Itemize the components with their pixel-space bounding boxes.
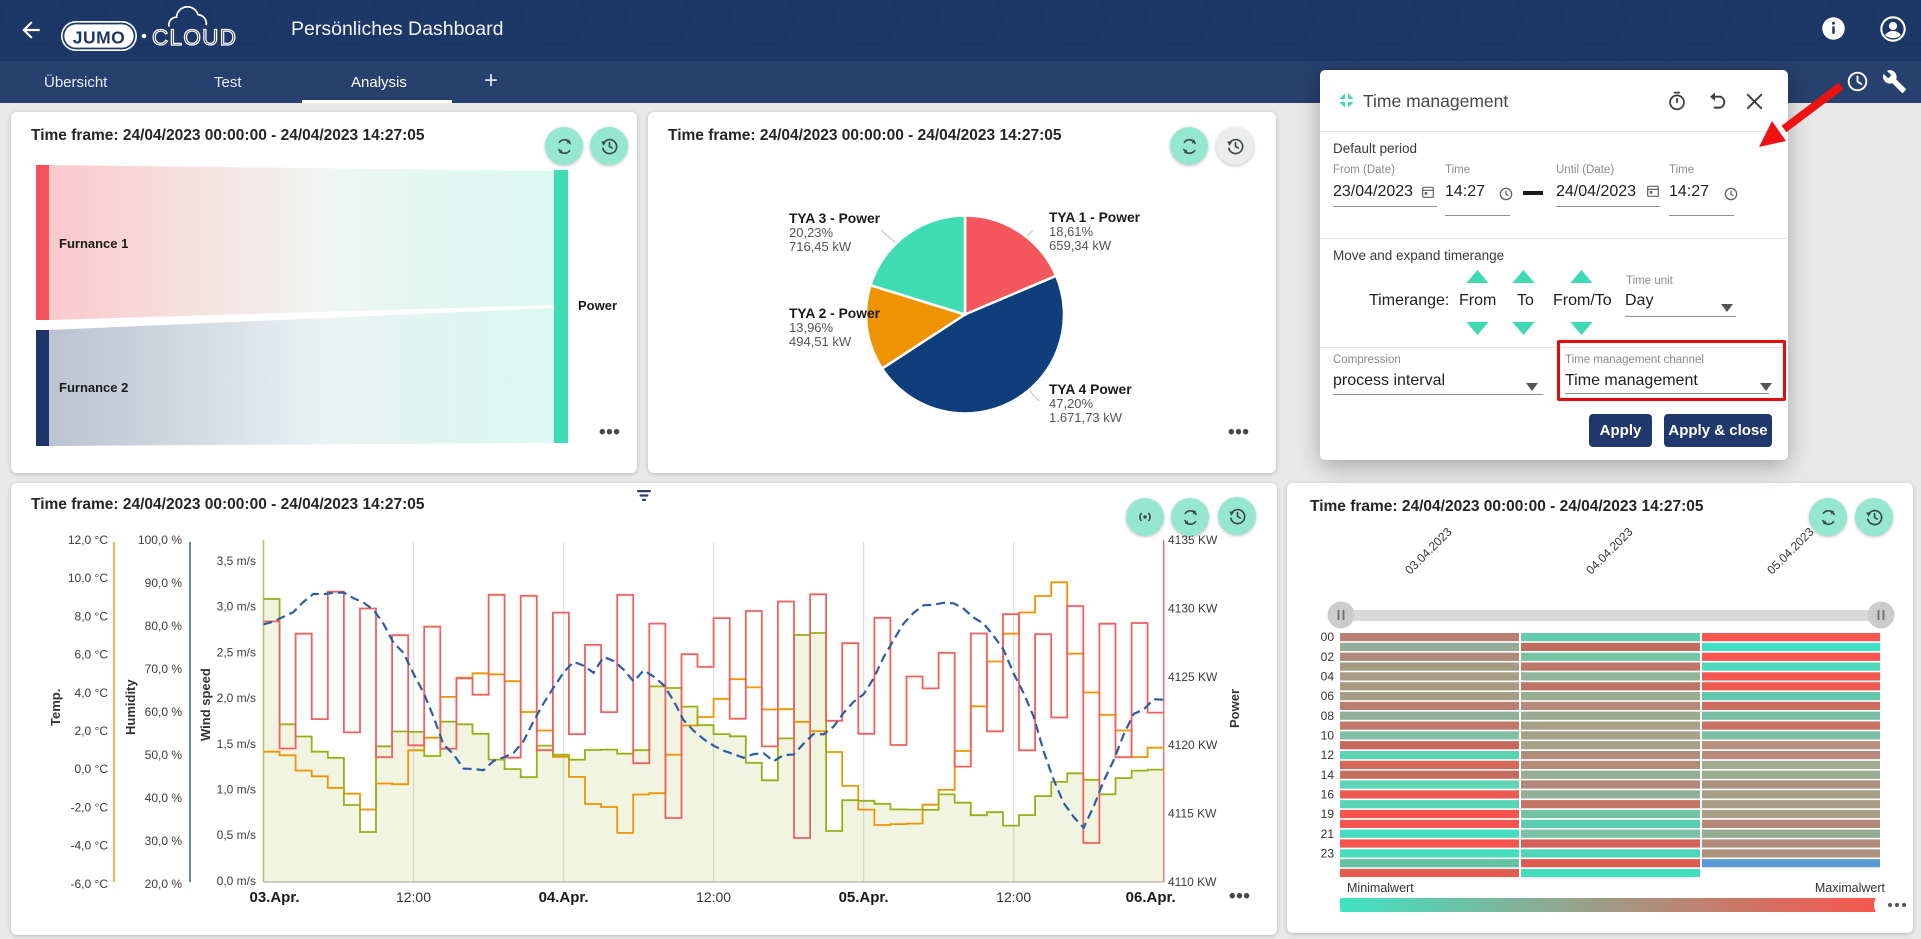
svg-text:12: 12 (1321, 748, 1335, 762)
svg-text:494,51 kW: 494,51 kW (789, 334, 852, 349)
svg-text:16: 16 (1321, 788, 1335, 802)
svg-text:02: 02 (1321, 650, 1335, 664)
svg-text:70,0 %: 70,0 % (145, 662, 183, 676)
svg-text:Maximalwert: Maximalwert (1815, 881, 1886, 895)
svg-text:12:00: 12:00 (396, 889, 431, 905)
svg-text:04: 04 (1321, 670, 1335, 684)
svg-text:TYA 2 - Power: TYA 2 - Power (789, 306, 881, 321)
svg-text:80,0 %: 80,0 % (145, 619, 183, 633)
svg-text:TYA 1 - Power: TYA 1 - Power (1049, 210, 1141, 225)
svg-text:659,34 kW: 659,34 kW (1049, 238, 1112, 253)
svg-text:06: 06 (1321, 689, 1335, 703)
svg-text:0,0 °C: 0,0 °C (75, 762, 109, 776)
svg-text:12:00: 12:00 (696, 889, 731, 905)
svg-text:8,0 °C: 8,0 °C (75, 609, 109, 623)
svg-text:4110 KW: 4110 KW (1168, 875, 1217, 889)
svg-text:3,0 m/s: 3,0 m/s (217, 600, 256, 614)
svg-text:04.Apr.: 04.Apr. (539, 889, 589, 906)
svg-text:20,23%: 20,23% (789, 225, 834, 240)
svg-text:4115 KW: 4115 KW (1168, 807, 1217, 821)
svg-text:05.Apr.: 05.Apr. (839, 889, 889, 906)
svg-text:00: 00 (1321, 630, 1335, 644)
svg-text:40,0 %: 40,0 % (145, 791, 183, 805)
svg-text:716,45 kW: 716,45 kW (789, 239, 852, 254)
svg-text:13,96%: 13,96% (789, 320, 834, 335)
svg-text:4125 KW: 4125 KW (1168, 670, 1218, 684)
svg-text:05.04.2023: 05.04.2023 (1764, 525, 1817, 578)
svg-text:04.04.2023: 04.04.2023 (1583, 525, 1636, 578)
svg-text:TYA 4 Power: TYA 4 Power (1049, 382, 1132, 397)
svg-text:08: 08 (1321, 709, 1335, 723)
svg-text:90,0 %: 90,0 % (145, 576, 183, 590)
svg-text:1,0 m/s: 1,0 m/s (217, 783, 256, 797)
svg-text:03.04.2023: 03.04.2023 (1402, 525, 1455, 578)
svg-text:20,0 %: 20,0 % (145, 877, 183, 891)
svg-text:4135 KW: 4135 KW (1168, 533, 1218, 547)
svg-text:19: 19 (1321, 807, 1335, 821)
svg-text:1.671,73 kW: 1.671,73 kW (1049, 410, 1123, 425)
svg-text:2,5 m/s: 2,5 m/s (217, 645, 256, 659)
svg-text:23: 23 (1321, 847, 1335, 861)
svg-text:TYA 3 - Power: TYA 3 - Power (789, 211, 881, 226)
svg-text:12,0 °C: 12,0 °C (68, 533, 108, 547)
svg-text:4,0 °C: 4,0 °C (75, 686, 109, 700)
svg-text:2,0 m/s: 2,0 m/s (217, 691, 256, 705)
svg-text:4120 KW: 4120 KW (1168, 738, 1218, 752)
svg-text:0,0 m/s: 0,0 m/s (217, 874, 256, 888)
svg-text:03.Apr.: 03.Apr. (250, 889, 300, 906)
svg-text:47,20%: 47,20% (1049, 396, 1094, 411)
svg-text:Furnance 2: Furnance 2 (59, 380, 128, 395)
svg-text:Wind speed: Wind speed (198, 668, 213, 741)
svg-text:Humidity: Humidity (123, 679, 138, 735)
svg-text:Minimalwert: Minimalwert (1347, 881, 1414, 895)
svg-text:10,0 °C: 10,0 °C (68, 571, 108, 585)
svg-text:JUMO: JUMO (73, 28, 126, 48)
svg-text:0,5 m/s: 0,5 m/s (217, 828, 256, 842)
svg-text:14: 14 (1321, 768, 1335, 782)
svg-text:-2,0 °C: -2,0 °C (71, 800, 109, 814)
svg-text:-6,0 °C: -6,0 °C (71, 877, 109, 891)
svg-text:3,5 m/s: 3,5 m/s (217, 554, 256, 568)
svg-text:06.Apr.: 06.Apr. (1126, 889, 1176, 906)
svg-text:2,0 °C: 2,0 °C (75, 724, 109, 738)
svg-text:4130 KW: 4130 KW (1168, 601, 1218, 615)
svg-text:-4,0 °C: -4,0 °C (71, 839, 109, 853)
svg-text:12:00: 12:00 (996, 889, 1031, 905)
svg-text:100,0 %: 100,0 % (138, 533, 182, 547)
svg-text:Furnance 1: Furnance 1 (59, 236, 128, 251)
svg-text:18,61%: 18,61% (1049, 224, 1094, 239)
svg-text:Power: Power (1227, 689, 1242, 728)
svg-text:1,5 m/s: 1,5 m/s (217, 737, 256, 751)
svg-text:21: 21 (1321, 827, 1335, 841)
svg-text:Temp.: Temp. (48, 689, 63, 726)
svg-text:10: 10 (1321, 729, 1335, 743)
svg-text:6,0 °C: 6,0 °C (75, 648, 109, 662)
svg-text:CLOUD: CLOUD (152, 25, 237, 50)
svg-text:30,0 %: 30,0 % (145, 834, 183, 848)
svg-text:Power: Power (578, 298, 617, 313)
svg-text:60,0 %: 60,0 % (145, 705, 183, 719)
svg-text:50,0 %: 50,0 % (145, 748, 183, 762)
